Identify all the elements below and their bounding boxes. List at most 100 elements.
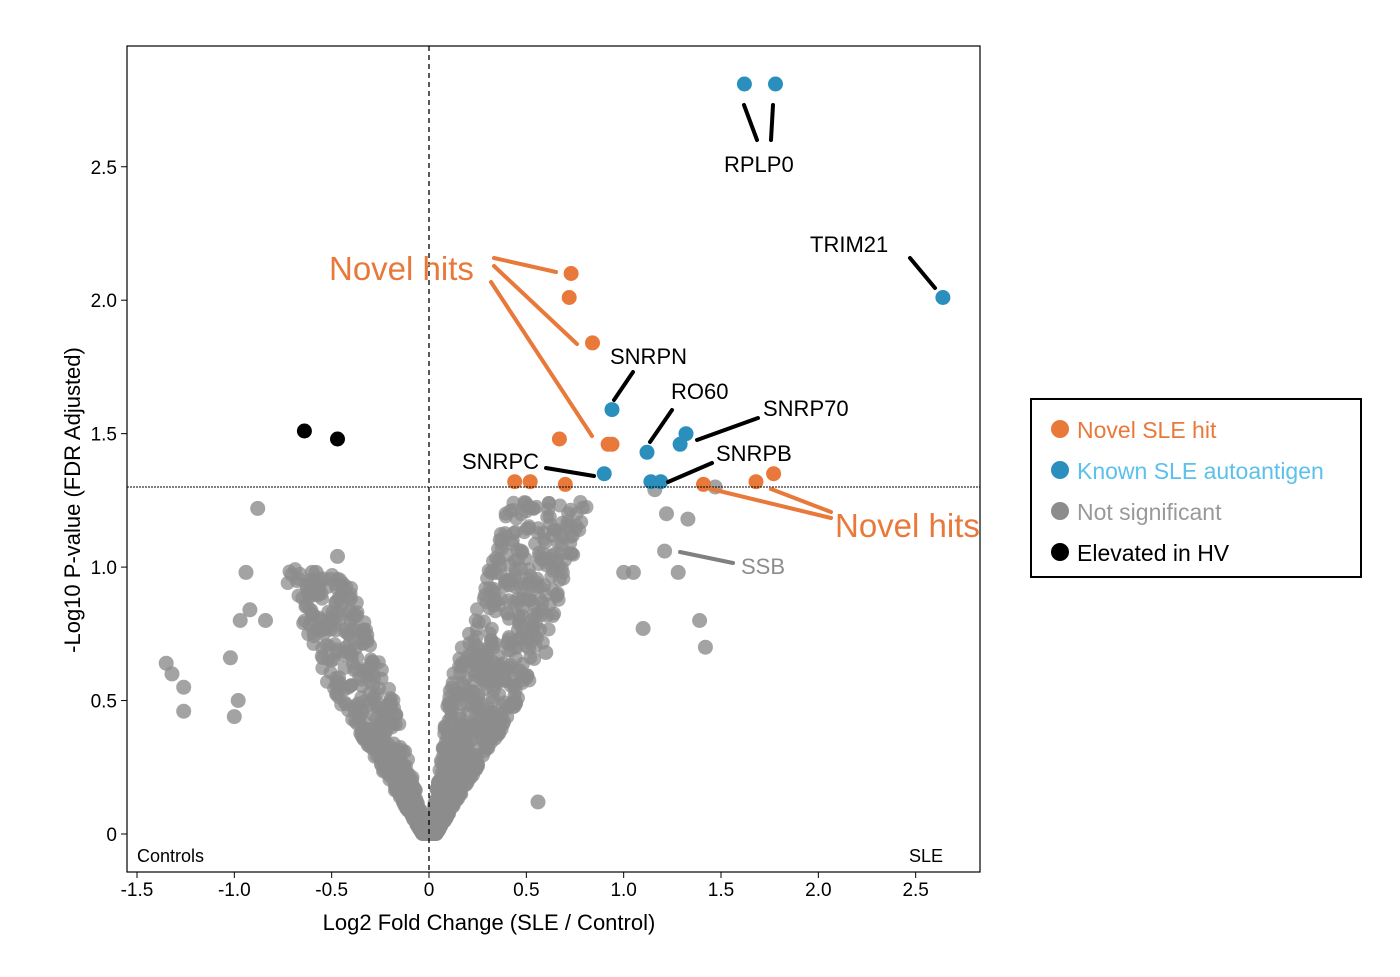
novel-hit-point <box>696 476 711 492</box>
x-tick-label: -1.0 <box>218 880 251 901</box>
snrpc-label: SNRPC <box>462 449 539 474</box>
ns-point <box>284 567 299 582</box>
ns-point <box>616 564 632 580</box>
ns-point <box>692 613 708 628</box>
ns-point <box>374 662 389 677</box>
ns-point <box>539 587 554 602</box>
ns-point <box>357 721 372 736</box>
ns-point <box>501 593 516 608</box>
y-tick-label: 1.5 <box>91 425 117 446</box>
hv-point <box>330 431 345 447</box>
y-axis-title: -Log10 P-value (FDR Adjusted) <box>60 347 85 653</box>
ns-point <box>538 645 554 660</box>
ns-point <box>226 709 242 725</box>
ns-point <box>568 522 583 536</box>
ns-point <box>551 592 566 607</box>
known-autoantigen-point <box>672 436 688 452</box>
novel-hit-point <box>748 474 764 490</box>
ns-point <box>488 636 503 651</box>
legend-swatch <box>1051 502 1069 520</box>
ns-point <box>348 661 363 676</box>
ns-point <box>491 649 506 664</box>
known-autoantigen-point <box>736 76 752 92</box>
novel-hits-leader <box>489 280 594 438</box>
ns-point <box>357 625 372 640</box>
ns-point <box>315 641 330 656</box>
ns-point <box>312 610 327 625</box>
ns-point <box>438 734 453 749</box>
ns-point <box>429 823 444 838</box>
not-significant-cloud <box>280 495 594 841</box>
known-autoantigen-point <box>935 290 951 305</box>
ns-point <box>524 626 539 641</box>
ns-point <box>541 495 556 510</box>
legend-label: Elevated in HV <box>1077 540 1230 566</box>
known-autoantigen-point <box>768 76 783 92</box>
novel-hit-point <box>522 474 538 490</box>
y-tick-label: 2.5 <box>91 158 117 179</box>
ns-point <box>446 744 461 759</box>
legend-label: Novel SLE hit <box>1077 417 1217 443</box>
hv-point <box>296 423 312 439</box>
known-autoantigen-point <box>604 402 620 418</box>
novel-hits-label: Novel hits <box>835 507 980 544</box>
ns-point <box>533 608 548 623</box>
ns-point <box>459 671 474 686</box>
novel-hit-point <box>585 335 600 351</box>
x-tick-label: 1.5 <box>708 880 734 901</box>
ns-point <box>338 640 353 655</box>
ns-point <box>475 705 490 720</box>
ns-point <box>486 594 501 609</box>
y-tick-label: 2.0 <box>91 291 117 312</box>
ns-point <box>250 500 266 516</box>
ns-point <box>697 639 713 655</box>
ns-point <box>508 580 523 595</box>
ns-point <box>230 693 246 708</box>
y-tick-label: 0 <box>106 825 117 846</box>
ns-point <box>330 548 345 564</box>
ns-point <box>291 588 306 603</box>
ns-point <box>449 686 464 701</box>
ssb-label: SSB <box>741 554 785 579</box>
ns-point <box>341 627 356 642</box>
novel-hits-leader <box>709 487 833 520</box>
ns-point <box>446 666 461 681</box>
ns-point <box>369 710 384 725</box>
ns-point <box>512 617 526 631</box>
ns-point <box>513 631 528 646</box>
ns-point <box>635 621 651 636</box>
y-tick-label: 1.0 <box>91 558 117 579</box>
ns-point <box>303 588 318 603</box>
x-tick-label: 2.0 <box>805 880 831 901</box>
ns-point <box>323 622 338 637</box>
ns-point <box>176 679 192 695</box>
ns-point <box>505 537 520 552</box>
ns-point <box>330 571 345 586</box>
ns-point <box>523 650 538 665</box>
novel-hit-point <box>551 431 567 447</box>
ns-point <box>365 654 380 669</box>
legend-label: Not significant <box>1077 499 1222 525</box>
snrp70-leader <box>695 416 760 442</box>
ns-point <box>517 525 532 540</box>
annotations: RPLP0 TRIM21 SNRPN RO60 SNRP70 SNRPB SNRPC SSB N… <box>329 103 980 579</box>
ns-point <box>176 703 192 719</box>
ns-point <box>483 564 499 580</box>
ns-point <box>392 717 407 731</box>
ns-point <box>528 638 543 653</box>
ns-point <box>514 599 530 615</box>
ns-point <box>310 622 325 637</box>
ns-point <box>449 729 464 744</box>
snrpn-label: SNRPN <box>610 344 687 369</box>
novel-hits-leader <box>492 256 558 274</box>
ns-point <box>454 711 469 726</box>
novel-hit-point <box>507 474 523 490</box>
ns-point <box>552 498 567 513</box>
ns-point <box>564 546 579 561</box>
ns-point <box>494 541 509 556</box>
novel-hits-leader <box>769 487 833 514</box>
ns-point <box>545 609 560 623</box>
ns-point <box>462 757 477 772</box>
ns-point <box>508 562 523 577</box>
